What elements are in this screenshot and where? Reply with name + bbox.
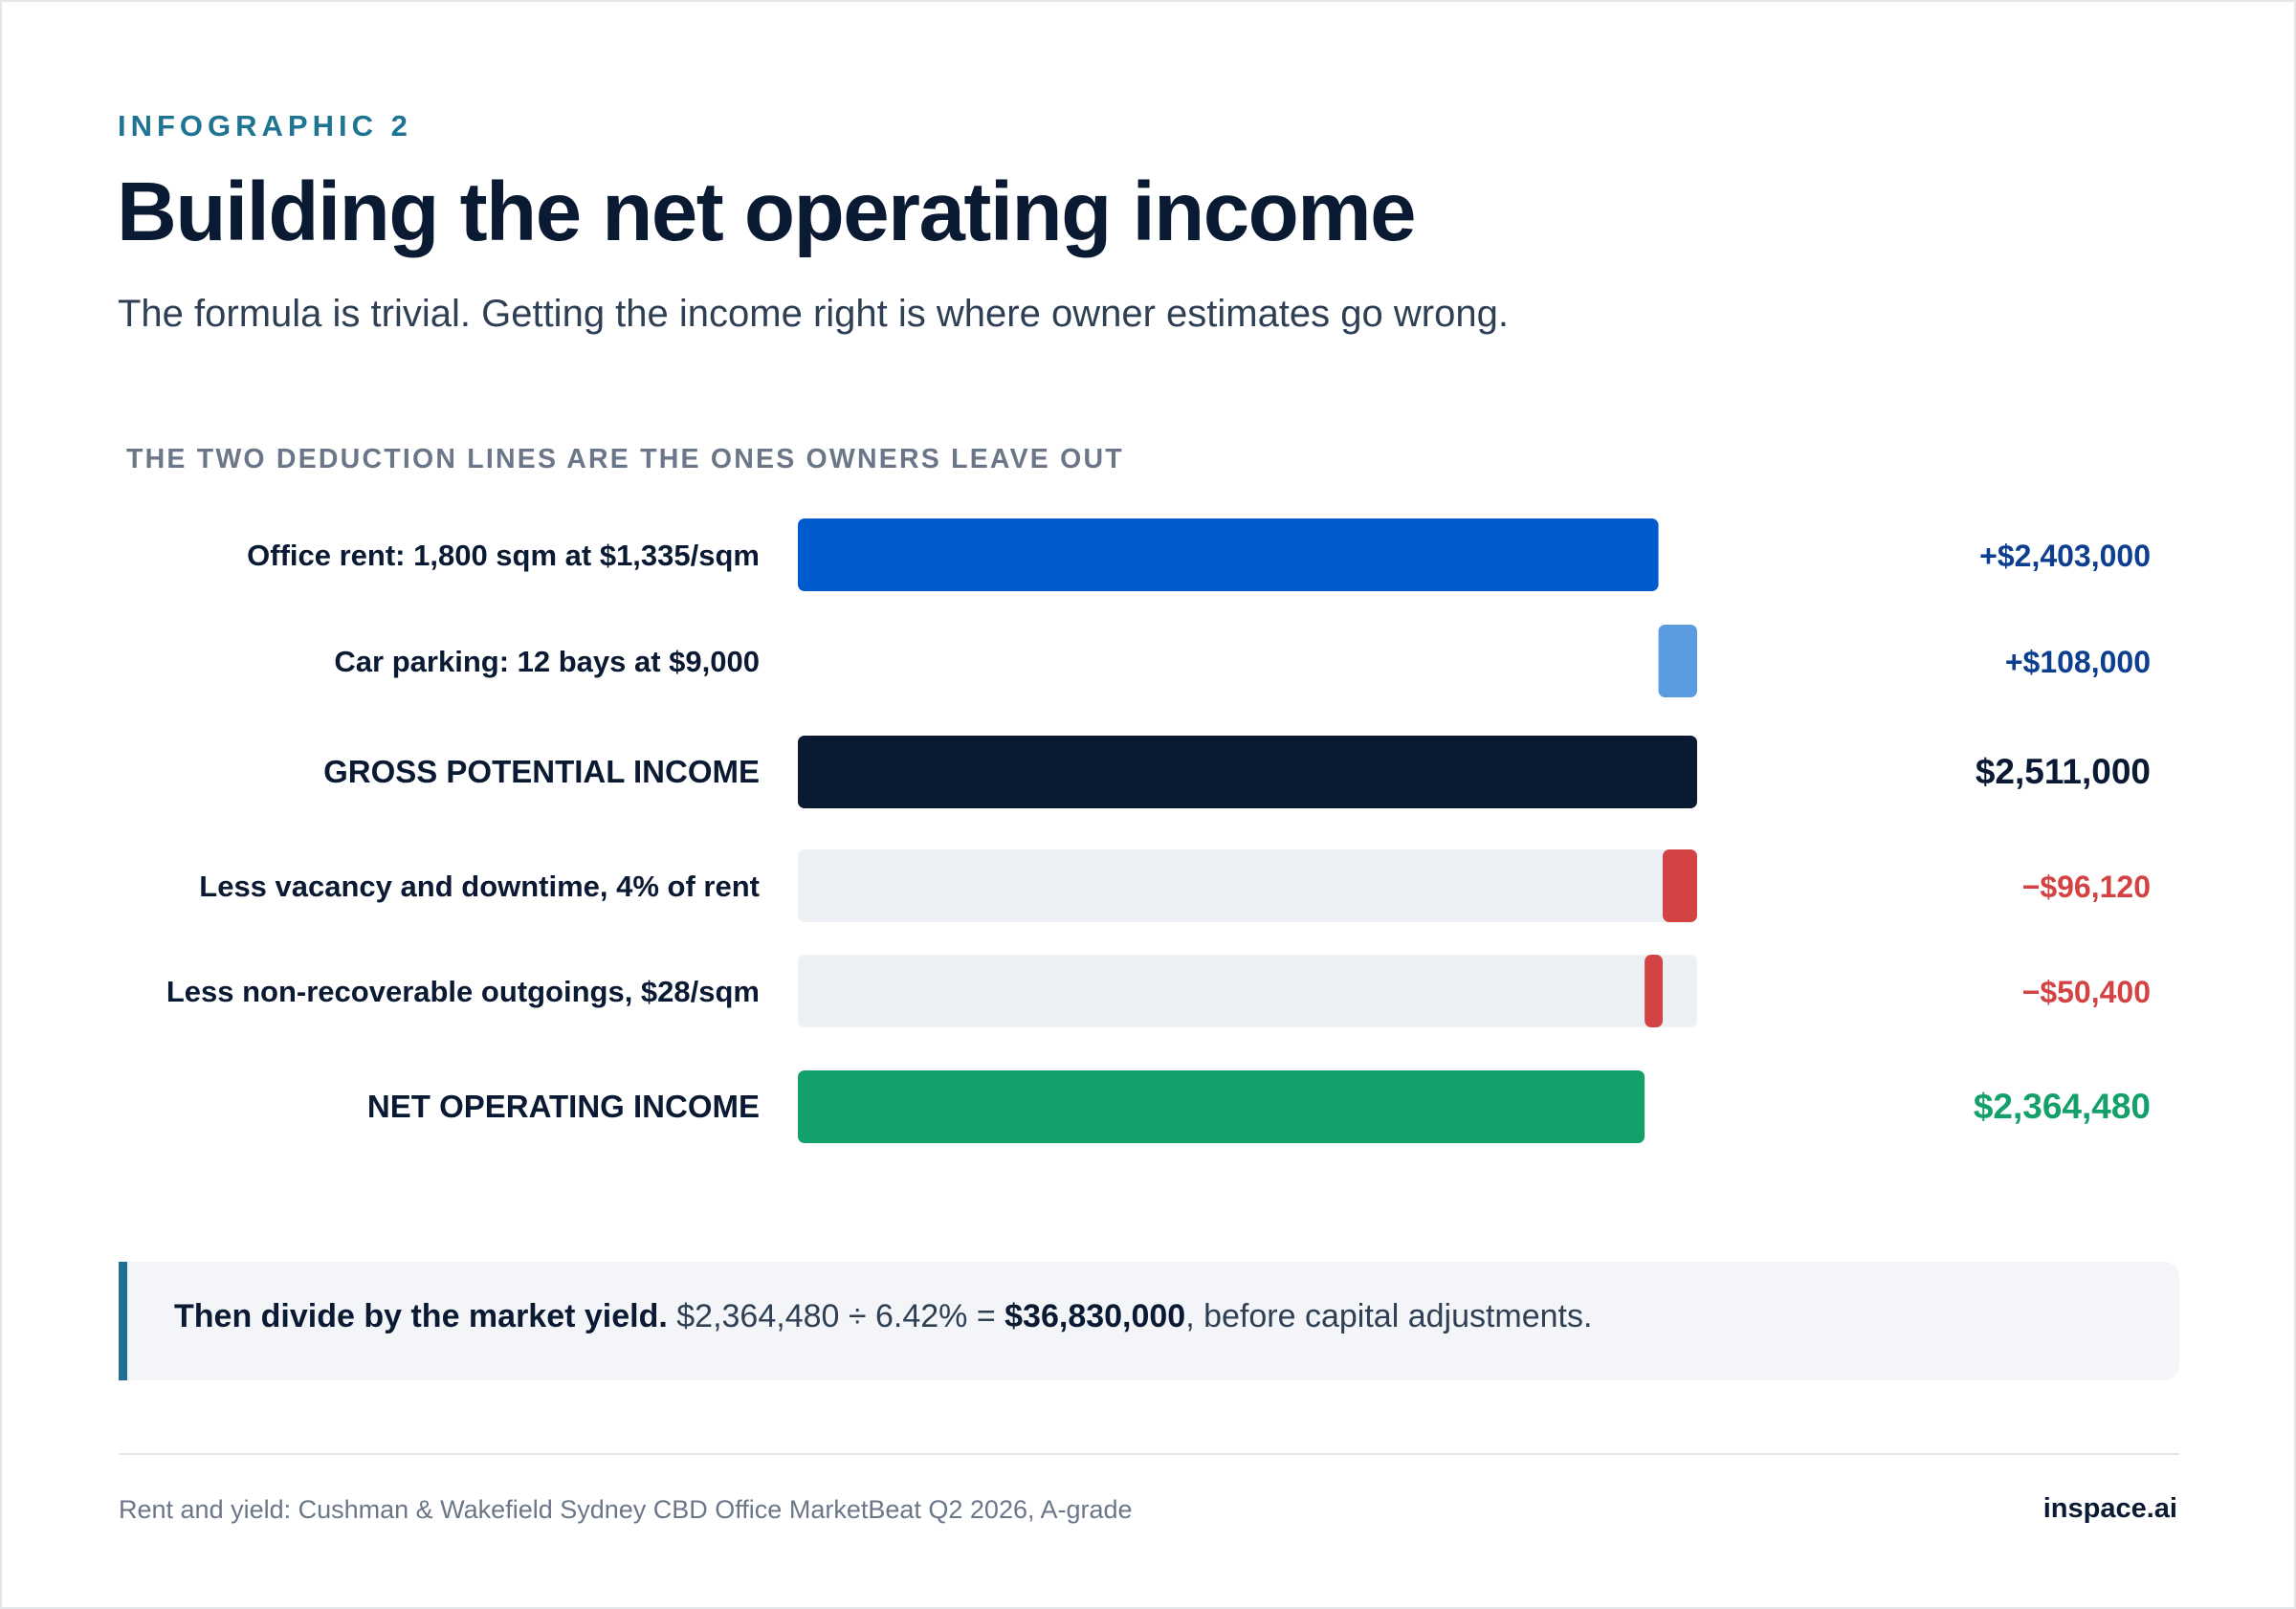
- bar-value: −$50,400: [2022, 975, 2151, 1009]
- bar-increment: [798, 518, 1659, 591]
- callout-formula: $2,364,480 ÷ 6.42% =: [667, 1298, 1005, 1334]
- callout-text: Then divide by the market yield. $2,364,…: [174, 1298, 1592, 1335]
- bar-total: [798, 736, 1697, 808]
- bar-value: +$108,000: [2005, 645, 2151, 679]
- bar-label: Less non-recoverable outgoings, $28/sqm: [166, 975, 760, 1008]
- page-subtitle: The formula is trivial. Getting the inco…: [118, 293, 1509, 335]
- yield-callout: Then divide by the market yield. $2,364,…: [119, 1262, 2179, 1380]
- bar-label: NET OPERATING INCOME: [367, 1089, 760, 1124]
- eyebrow-label: INFOGRAPHIC 2: [118, 109, 412, 143]
- callout-result: $36,830,000: [1004, 1298, 1186, 1334]
- bar-label: GROSS POTENTIAL INCOME: [323, 754, 760, 789]
- callout-lead: Then divide by the market yield.: [174, 1298, 668, 1334]
- page-title: Building the net operating income: [117, 165, 1417, 258]
- bar-label: Car parking: 12 bays at $9,000: [334, 645, 760, 678]
- source-note: Rent and yield: Cushman & Wakefield Sydn…: [119, 1495, 1133, 1524]
- bar-value: −$96,120: [2022, 870, 2151, 904]
- bar-increment: [1658, 625, 1697, 697]
- bar-track: [798, 955, 1697, 1027]
- brand-name: inspace.ai: [2042, 1493, 2177, 1524]
- bar-label: Office rent: 1,800 sqm at $1,335/sqm: [247, 539, 760, 572]
- bar-value: $2,364,480: [1974, 1087, 2151, 1126]
- callout-tail: , before capital adjustments.: [1185, 1298, 1593, 1334]
- footer-divider: [119, 1453, 2179, 1455]
- bar-value: $2,511,000: [1976, 752, 2151, 791]
- bar-deduction: [1645, 955, 1664, 1027]
- bar-deduction: [1663, 849, 1697, 922]
- bar-track: [798, 849, 1697, 922]
- bar-label: Less vacancy and downtime, 4% of rent: [199, 870, 760, 903]
- bar-value: +$2,403,000: [1979, 539, 2151, 573]
- bar-net: [798, 1070, 1645, 1143]
- chart-section-label: THE TWO DEDUCTION LINES ARE THE ONES OWN…: [126, 444, 1124, 474]
- waterfall-chart: Office rent: 1,800 sqm at $1,335/sqm +$2,…: [166, 518, 2151, 1143]
